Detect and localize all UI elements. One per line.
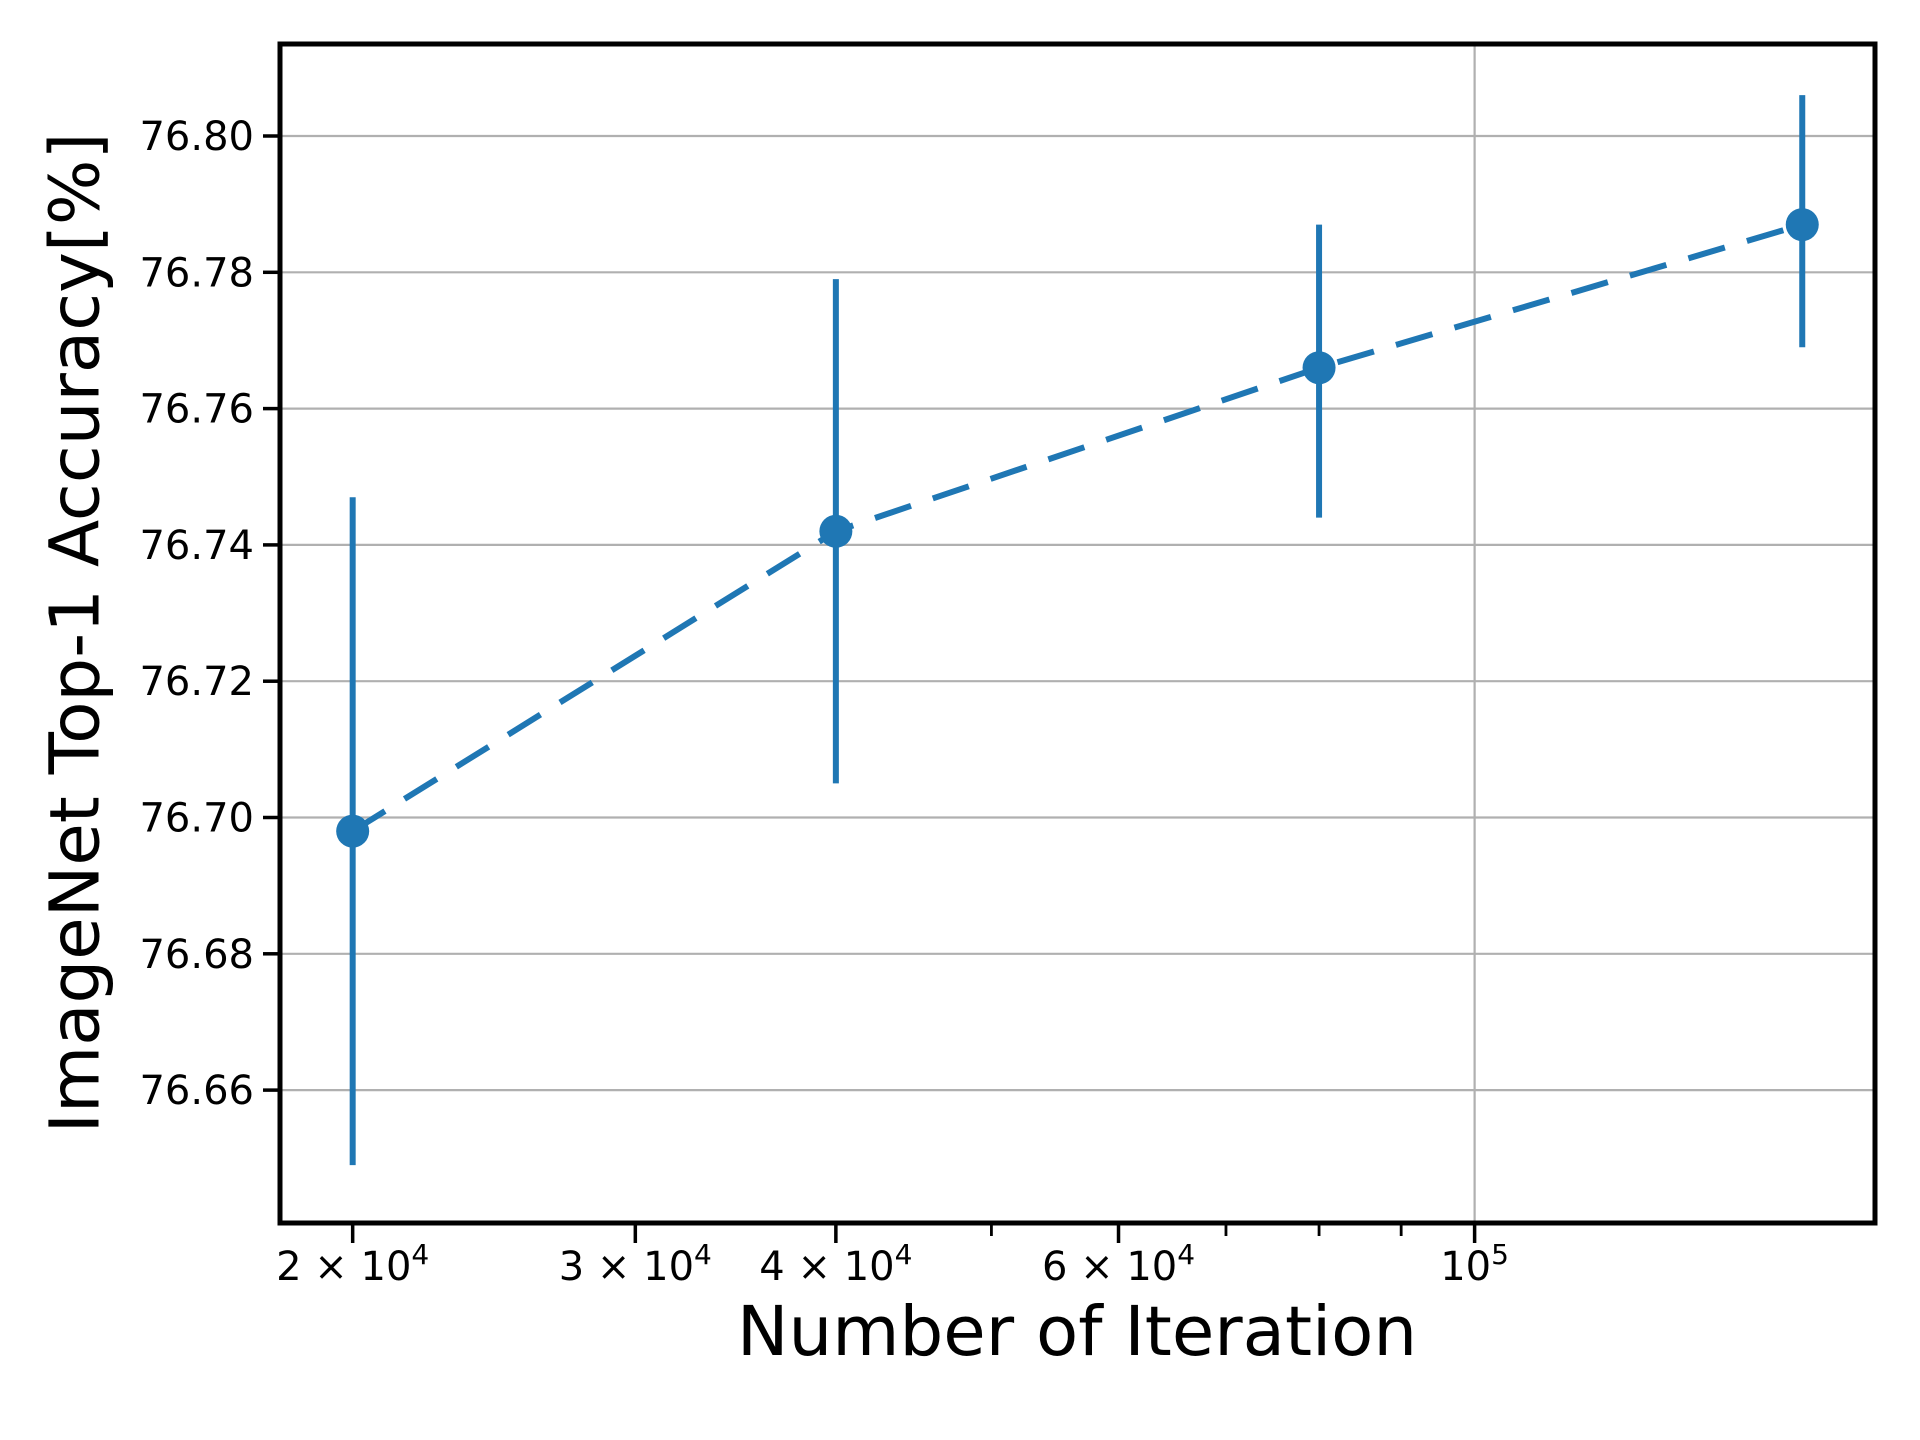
y-axis-label: ImageNet Top-1 Accuracy[%] [35, 132, 116, 1134]
series-line [351, 221, 1804, 834]
x-tick-label: 3 × 104 [559, 1238, 712, 1290]
x-axis-label: Number of Iteration [736, 1292, 1418, 1372]
y-tick-label: 76.72 [139, 659, 254, 705]
data-point-marker [1302, 351, 1336, 385]
y-tick-label: 76.70 [139, 796, 254, 842]
x-tick-label: 6 × 104 [1042, 1238, 1195, 1290]
plot-border [277, 41, 1878, 1226]
y-tick-label: 76.76 [139, 387, 254, 433]
data-point-marker [336, 814, 370, 848]
y-tick-label: 76.74 [139, 523, 254, 569]
x-tick-label: 2 × 104 [276, 1238, 429, 1290]
x-tick-label: 105 [1440, 1238, 1509, 1290]
y-tick-label: 76.78 [139, 250, 254, 296]
y-tick-label: 76.80 [139, 114, 254, 160]
data-point-marker [1785, 208, 1819, 242]
x-tick-label: 4 × 104 [759, 1238, 912, 1290]
y-tick-label: 76.68 [139, 932, 254, 978]
y-tick-label: 76.66 [139, 1068, 254, 1114]
data-point-marker [819, 514, 853, 548]
